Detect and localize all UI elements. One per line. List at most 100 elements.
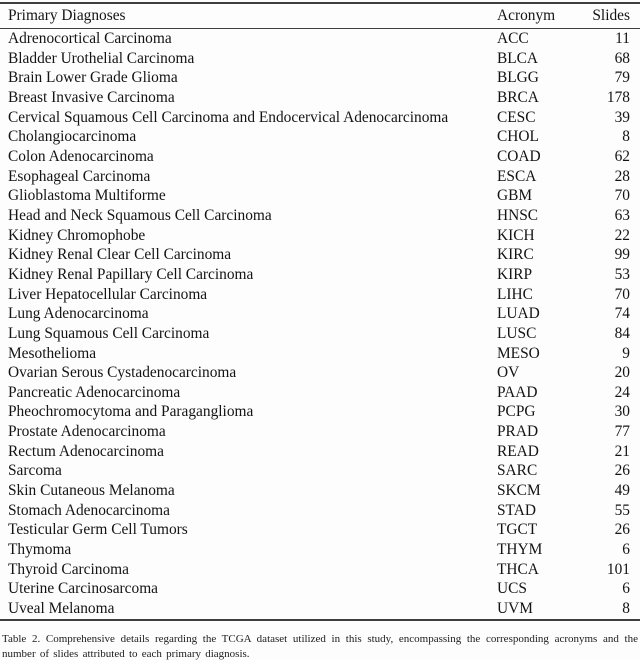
slides-cell: 77: [614, 423, 630, 441]
table-row: Breast Invasive Carcinoma BRCA 178: [0, 88, 640, 108]
table-header: Primary Diagnoses Acronym Slides: [0, 3, 640, 29]
diagnosis-cell: Kidney Renal Papillary Cell Carcinoma: [8, 265, 254, 283]
slides-cell: 68: [614, 49, 630, 67]
diagnosis-cell: Pheochromocytoma and Paraganglioma: [8, 403, 254, 421]
slides-cell: 22: [614, 226, 630, 244]
table-row: Uterine Carcinosarcoma UCS 6: [0, 579, 640, 599]
slides-cell: 24: [614, 383, 630, 401]
diagnosis-cell: Uterine Carcinosarcoma: [8, 580, 158, 598]
table-row: Cholangiocarcinoma CHOL 8: [0, 127, 640, 147]
diagnosis-cell: Testicular Germ Cell Tumors: [8, 521, 188, 539]
diagnosis-cell: Kidney Renal Clear Cell Carcinoma: [8, 246, 232, 264]
slides-cell: 55: [614, 501, 630, 519]
table-row: Esophageal Carcinoma ESCA 28: [0, 167, 640, 187]
slides-cell: 20: [614, 364, 630, 382]
slides-cell: 30: [614, 403, 630, 421]
acronym-cell: UCS: [497, 580, 527, 598]
acronym-cell: LUSC: [497, 324, 537, 342]
slides-cell: 84: [614, 324, 630, 342]
header-row: Primary Diagnoses Acronym Slides: [0, 3, 640, 29]
diagnosis-cell: Breast Invasive Carcinoma: [8, 88, 175, 106]
table-row: Ovarian Serous Cystadenocarcinoma OV 20: [0, 363, 640, 383]
table-row: Cervical Squamous Cell Carcinoma and End…: [0, 108, 640, 128]
table-row: Prostate Adenocarcinoma PRAD 77: [0, 422, 640, 442]
table-row: Mesothelioma MESO 9: [0, 344, 640, 364]
table-caption: Table 2. Comprehensive details regarding…: [2, 632, 638, 660]
slides-cell: 79: [614, 69, 630, 87]
table-row: Kidney Chromophobe KICH 22: [0, 226, 640, 246]
diagnosis-cell: Skin Cutaneous Melanoma: [8, 482, 175, 500]
acronym-cell: THCA: [497, 560, 539, 578]
acronym-cell: PRAD: [497, 423, 539, 441]
acronym-cell: CESC: [497, 108, 536, 126]
diagnosis-cell: Head and Neck Squamous Cell Carcinoma: [8, 206, 272, 224]
table-row: Thymoma THYM 6: [0, 540, 640, 560]
slides-cell: 26: [614, 462, 630, 480]
acronym-cell: THYM: [497, 541, 543, 559]
acronym-cell: PAAD: [497, 383, 538, 401]
table-row: Skin Cutaneous Melanoma SKCM 49: [0, 481, 640, 501]
diagnosis-cell: Cervical Squamous Cell Carcinoma and End…: [8, 108, 449, 126]
col-header-primary-diagnoses: Primary Diagnoses: [0, 3, 497, 29]
slides-cell: 70: [614, 285, 630, 303]
acronym-cell: BLGG: [497, 69, 539, 87]
col-header-slides: Slides: [580, 3, 640, 29]
diagnosis-cell: Brain Lower Grade Glioma: [8, 69, 178, 87]
table-row: Brain Lower Grade Glioma BLGG 79: [0, 68, 640, 88]
diagnosis-cell: Prostate Adenocarcinoma: [8, 423, 166, 441]
diagnosis-cell: Rectum Adenocarcinoma: [8, 442, 164, 460]
acronym-cell: CHOL: [497, 128, 539, 146]
slides-cell: 62: [614, 147, 630, 165]
acronym-cell: COAD: [497, 147, 541, 165]
table-body: Adrenocortical Carcinoma ACC 11 Bladder Uro…: [0, 29, 640, 620]
table-row: Thyroid Carcinoma THCA 101: [0, 560, 640, 580]
acronym-cell: KICH: [497, 226, 535, 244]
acronym-cell: HNSC: [497, 206, 539, 224]
table-row: Lung Adenocarcinoma LUAD 74: [0, 304, 640, 324]
slides-cell: 28: [614, 167, 630, 185]
diagnosis-cell: Bladder Urothelial Carcinoma: [8, 49, 195, 67]
slides-cell: 99: [614, 246, 630, 264]
table-row: Head and Neck Squamous Cell Carcinoma HNS…: [0, 206, 640, 226]
acronym-cell: BRCA: [497, 88, 539, 106]
table-row: Stomach Adenocarcinoma STAD 55: [0, 501, 640, 521]
acronym-cell: TGCT: [497, 521, 538, 539]
acronym-cell: KIRC: [497, 246, 534, 264]
acronym-cell: UVM: [497, 600, 533, 618]
slides-cell: 53: [614, 265, 630, 283]
diagnosis-cell: Colon Adenocarcinoma: [8, 147, 154, 165]
slides-cell: 26: [614, 521, 630, 539]
acronym-cell: BLCA: [497, 49, 539, 67]
acronym-cell: READ: [497, 442, 539, 460]
slides-cell: 21: [614, 442, 630, 460]
table-row: Pheochromocytoma and Paraganglioma PCPG 30: [0, 402, 640, 422]
table-row: Testicular Germ Cell Tumors TGCT 26: [0, 520, 640, 540]
diagnosis-cell: Lung Squamous Cell Carcinoma: [8, 324, 210, 342]
slides-cell: 11: [615, 30, 630, 47]
table-row: Glioblastoma Multiforme GBM 70: [0, 186, 640, 206]
diagnosis-cell: Liver Hepatocellular Carcinoma: [8, 285, 208, 303]
slides-cell: 8: [622, 128, 630, 146]
slides-cell: 39: [614, 108, 630, 126]
table-row: Liver Hepatocellular Carcinoma LIHC 70: [0, 285, 640, 305]
acronym-cell: ESCA: [497, 167, 537, 185]
diagnosis-cell: Thymoma: [8, 541, 72, 559]
slides-cell: 74: [614, 305, 630, 323]
diagnosis-cell: Esophageal Carcinoma: [8, 167, 151, 185]
table-row: Sarcoma SARC 26: [0, 461, 640, 481]
table-row: Kidney Renal Clear Cell Carcinoma KIRC 99: [0, 245, 640, 265]
acronym-cell: SKCM: [497, 482, 541, 500]
diagnosis-cell: Stomach Adenocarcinoma: [8, 501, 170, 519]
acronym-cell: PCPG: [497, 403, 536, 421]
slides-cell: 6: [622, 541, 630, 559]
diagnosis-cell: Adrenocortical Carcinoma: [8, 30, 172, 47]
col-header-acronym: Acronym: [497, 3, 580, 29]
table-row: Lung Squamous Cell Carcinoma LUSC 84: [0, 324, 640, 344]
diagnosis-cell: Ovarian Serous Cystadenocarcinoma: [8, 364, 237, 382]
diagnosis-cell: Cholangiocarcinoma: [8, 128, 137, 146]
acronym-cell: LUAD: [497, 305, 540, 323]
acronym-cell: MESO: [497, 344, 540, 362]
diagnosis-cell: Pancreatic Adenocarcinoma: [8, 383, 181, 401]
slides-cell: 9: [622, 344, 630, 362]
acronym-cell: ACC: [497, 30, 529, 47]
